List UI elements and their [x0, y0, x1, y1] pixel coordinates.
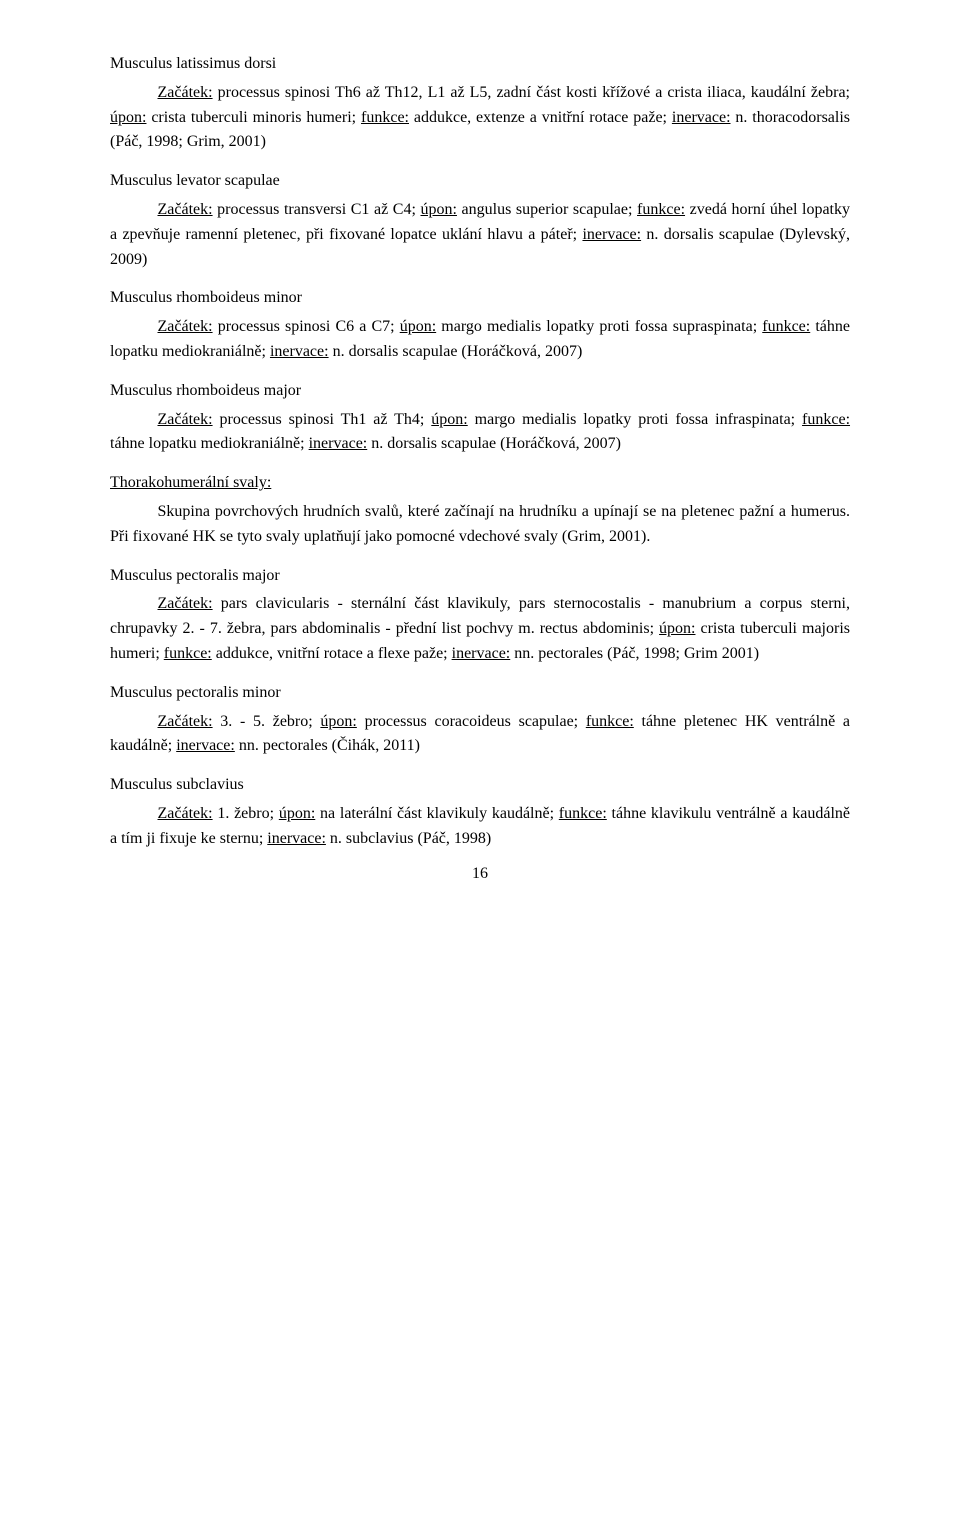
section-subclavius: Musculus subclavius Začátek: 1. žebro; ú…	[110, 773, 850, 851]
label-zacatek: Začátek:	[158, 595, 213, 612]
section-latissimus-dorsi: Musculus latissimus dorsi Začátek: proce…	[110, 52, 850, 155]
section-pectoralis-minor: Musculus pectoralis minor Začátek: 3. - …	[110, 681, 850, 759]
label-zacatek: Začátek:	[158, 805, 213, 822]
text: táhne lopatku mediokraniálně;	[110, 435, 309, 452]
text: n. subclavius (Páč, 1998)	[326, 830, 491, 847]
label-upon: úpon:	[110, 109, 146, 126]
text: margo medialis lopatky proti fossa supra…	[436, 318, 762, 335]
label-upon: úpon:	[659, 620, 695, 637]
label-upon: úpon:	[320, 713, 356, 730]
label-zacatek: Začátek:	[158, 201, 213, 218]
label-zacatek: Začátek:	[158, 84, 213, 101]
text: nn. pectorales (Páč, 1998; Grim 2001)	[510, 645, 759, 662]
label-funkce: funkce:	[637, 201, 685, 218]
document-page: Musculus latissimus dorsi Začátek: proce…	[0, 0, 960, 916]
muscle-description: Začátek: processus spinosi C6 a C7; úpon…	[110, 315, 850, 365]
muscle-heading: Musculus levator scapulae	[110, 169, 850, 194]
label-zacatek: Začátek:	[158, 713, 213, 730]
label-inervace: inervace:	[452, 645, 511, 662]
section-rhomboideus-minor: Musculus rhomboideus minor Začátek: proc…	[110, 286, 850, 364]
label-upon: úpon:	[400, 318, 436, 335]
text: 1. žebro;	[213, 805, 279, 822]
group-description: Skupina povrchových hrudních svalů, kter…	[110, 500, 850, 550]
label-inervace: inervace:	[270, 343, 329, 360]
text: na laterální část klavikuly kaudálně;	[315, 805, 559, 822]
text: nn. pectorales (Čihák, 2011)	[235, 737, 420, 754]
label-zacatek: Začátek:	[158, 411, 213, 428]
label-funkce: funkce:	[586, 713, 634, 730]
text: angulus superior scapulae;	[457, 201, 637, 218]
muscle-heading: Musculus rhomboideus major	[110, 379, 850, 404]
muscle-heading: Musculus latissimus dorsi	[110, 52, 850, 77]
label-inervace: inervace:	[267, 830, 326, 847]
text: n. dorsalis scapulae (Horáčková, 2007)	[329, 343, 583, 360]
text: crista tuberculi minoris humeri;	[146, 109, 361, 126]
label-inervace: inervace:	[672, 109, 731, 126]
text: processus spinosi Th6 až Th12, L1 až L5,…	[213, 84, 850, 101]
label-inervace: inervace:	[176, 737, 235, 754]
muscle-description: Začátek: processus transversi C1 až C4; …	[110, 198, 850, 272]
label-funkce: funkce:	[559, 805, 607, 822]
label-funkce: funkce:	[762, 318, 810, 335]
text: processus coracoideus scapulae;	[357, 713, 586, 730]
label-inervace: inervace:	[582, 226, 641, 243]
muscle-description: Začátek: pars clavicularis - sternální č…	[110, 592, 850, 666]
text: processus spinosi Th1 až Th4;	[213, 411, 432, 428]
text: 3. - 5. žebro;	[213, 713, 321, 730]
text: margo medialis lopatky proti fossa infra…	[468, 411, 802, 428]
text: addukce, vnitřní rotace a flexe paže;	[212, 645, 452, 662]
muscle-heading: Musculus subclavius	[110, 773, 850, 798]
label-funkce: funkce:	[802, 411, 850, 428]
heading-text: Thorakohumerální svaly:	[110, 474, 271, 491]
text: processus transversi C1 až C4;	[213, 201, 421, 218]
muscle-description: Začátek: processus spinosi Th1 až Th4; ú…	[110, 408, 850, 458]
label-funkce: funkce:	[164, 645, 212, 662]
section-thorakohumeralni: Thorakohumerální svaly: Skupina povrchov…	[110, 471, 850, 549]
muscle-heading: Musculus rhomboideus minor	[110, 286, 850, 311]
muscle-description: Začátek: 1. žebro; úpon: na laterální čá…	[110, 802, 850, 852]
label-funkce: funkce:	[361, 109, 409, 126]
muscle-heading: Musculus pectoralis major	[110, 564, 850, 589]
muscle-description: Začátek: processus spinosi Th6 až Th12, …	[110, 81, 850, 155]
text: n. dorsalis scapulae (Horáčková, 2007)	[367, 435, 621, 452]
text: processus spinosi C6 a C7;	[213, 318, 400, 335]
section-levator-scapulae: Musculus levator scapulae Začátek: proce…	[110, 169, 850, 272]
muscle-description: Začátek: 3. - 5. žebro; úpon: processus …	[110, 710, 850, 760]
label-upon: úpon:	[421, 201, 457, 218]
text: addukce, extenze a vnitřní rotace paže;	[409, 109, 672, 126]
group-heading: Thorakohumerální svaly:	[110, 471, 850, 496]
page-number: 16	[110, 862, 850, 887]
section-pectoralis-major: Musculus pectoralis major Začátek: pars …	[110, 564, 850, 667]
label-inervace: inervace:	[309, 435, 368, 452]
muscle-heading: Musculus pectoralis minor	[110, 681, 850, 706]
section-rhomboideus-major: Musculus rhomboideus major Začátek: proc…	[110, 379, 850, 457]
label-upon: úpon:	[279, 805, 315, 822]
label-zacatek: Začátek:	[158, 318, 213, 335]
label-upon: úpon:	[431, 411, 467, 428]
